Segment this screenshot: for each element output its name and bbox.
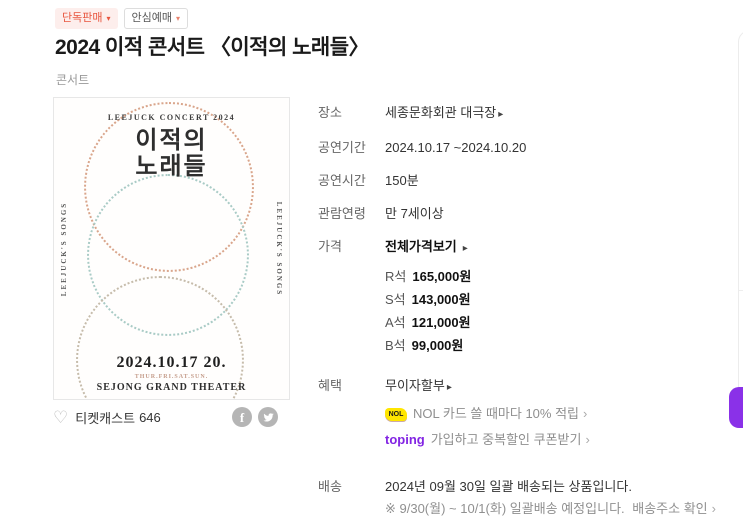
chevron-down-icon: ▾ (106, 13, 111, 23)
price-item: R석 165,000원 (385, 267, 471, 286)
twitter-share-button[interactable] (258, 407, 278, 427)
info-row-price: 가격 전체가격보기 ▸ R석 165,000원 S석 143,000원 A석 121,0… (318, 237, 726, 359)
chevron-right-icon: › (583, 406, 588, 421)
booking-panel-edge (738, 30, 743, 398)
booking-panel-divider (739, 290, 743, 291)
heart-icon[interactable]: ♡ (53, 407, 69, 427)
exclusive-sale-label: 단독판매 (62, 12, 103, 24)
age-label: 관람연령 (318, 206, 366, 221)
seat-grade: R석 (385, 269, 407, 284)
poster-days: THUR.FRI.SAT.SUN. (134, 374, 209, 380)
info-row-age: 관람연령 만 7세이상 (318, 204, 726, 223)
shipping-block: 2024년 09월 30일 일괄 배송되는 상품입니다. ※ 9/30(월) ~… (385, 477, 716, 518)
toping-promo-text: 가입하고 중복할인 쿠폰받기 (430, 432, 582, 447)
twitter-icon (262, 412, 274, 422)
performance-info: 장소 세종문화회관 대극장 ▸ 공연기간 2024.10.17 ~2024.10.… (318, 103, 726, 532)
poster-title-line2: 노래들 (135, 153, 208, 181)
seat-grade: B석 (385, 338, 406, 353)
seat-price: 121,000원 (411, 315, 471, 330)
shipping-line2: ※ 9/30(월) ~ 10/1(화) 일괄배송 예정입니다. 배송주소 확인 › (385, 501, 716, 516)
age-value: 만 7세이상 (385, 206, 444, 221)
price-block: 전체가격보기 ▸ R석 165,000원 S석 143,000원 A석 121,000원… (385, 237, 471, 359)
venue-link[interactable]: 세종문화회관 대극장 ▸ (385, 105, 504, 120)
price-item: S석 143,000원 (385, 290, 471, 309)
runtime-value: 150분 (385, 173, 419, 188)
chevron-down-icon: ▾ (175, 13, 180, 23)
page-title: 2024 이적 콘서트 〈이적의 노래들〉 (55, 36, 370, 59)
toping-logo: toping (385, 432, 425, 447)
poster-date: 2024.10.17 20. (116, 354, 227, 371)
benefit-block: 무이자할부 ▸ NOL NOL 카드 쓸 때마다 10% 적립 › toping … (385, 376, 590, 456)
interest-free-link[interactable]: 무이자할부 ▸ (385, 378, 452, 393)
price-item: A석 121,000원 (385, 313, 471, 332)
safe-booking-label: 안심예매 (131, 12, 172, 24)
poster-side-text-left: LEEJUCK'S SONGS (60, 201, 68, 296)
view-all-prices-link[interactable]: 전체가격보기 ▸ (385, 239, 468, 254)
runtime-label: 공연시간 (318, 173, 366, 188)
nol-promo-text: NOL 카드 쓸 때마다 10% 적립 (413, 406, 580, 421)
shipping-label: 배송 (318, 479, 342, 494)
chevron-right-icon: › (585, 432, 590, 447)
shipping-line1: 2024년 09월 30일 일괄 배송되는 상품입니다. (385, 479, 632, 494)
concert-poster: LEEJUCK CONCERT 2024 이적의 노래들 LEEJUCK'S S… (53, 97, 290, 400)
period-label: 공연기간 (318, 140, 366, 155)
seat-price: 143,000원 (411, 292, 471, 307)
shipping-address-check-link[interactable]: 배송주소 확인 › (632, 501, 716, 516)
nol-promo-link[interactable]: NOL NOL 카드 쓸 때마다 10% 적립 › (385, 404, 590, 424)
poster-side-text-right: LEEJUCK'S SONGS (275, 201, 283, 296)
arrow-right-icon: ▸ (498, 109, 504, 120)
poster-title-line1: 이적의 (135, 127, 208, 154)
poster-venue: SEJONG GRAND THEATER (96, 382, 247, 393)
period-value: 2024.10.17 ~2024.10.20 (385, 140, 527, 155)
ticketcast-count: 646 (139, 409, 161, 425)
price-item: B석 99,000원 (385, 336, 471, 355)
safe-booking-badge[interactable]: 안심예매 ▾ (123, 8, 188, 29)
price-label: 가격 (318, 239, 342, 254)
booking-button-edge[interactable] (729, 387, 743, 428)
seat-price: 99,000원 (411, 338, 464, 353)
category-label: 콘서트 (56, 73, 90, 87)
badge-row: 단독판매 ▾ 안심예매 ▾ (55, 8, 188, 29)
seat-price: 165,000원 (412, 269, 472, 284)
facebook-share-button[interactable]: f (232, 407, 252, 427)
exclusive-sale-badge[interactable]: 단독판매 ▾ (55, 8, 118, 29)
ticketcast-row: ♡ 티켓캐스트 646 f (53, 407, 278, 427)
nol-logo-icon: NOL (385, 407, 407, 421)
arrow-right-icon: ▸ (462, 243, 468, 254)
seat-grade: A석 (385, 315, 406, 330)
arrow-right-icon: ▸ (446, 382, 452, 393)
info-row-period: 공연기간 2024.10.17 ~2024.10.20 (318, 138, 726, 157)
benefit-label: 혜택 (318, 378, 342, 393)
poster-concert-label: LEEJUCK CONCERT 2024 (107, 113, 236, 122)
venue-label: 장소 (318, 105, 342, 120)
chevron-right-icon: › (711, 501, 716, 516)
info-row-benefit: 혜택 무이자할부 ▸ NOL NOL 카드 쓸 때마다 10% 적립 › topi… (318, 376, 726, 456)
info-row-runtime: 공연시간 150분 (318, 171, 726, 190)
poster-title: 이적의 노래들 (54, 127, 289, 181)
ticketcast-label: 티켓캐스트 (75, 410, 136, 426)
facebook-icon: f (239, 409, 245, 425)
info-row-shipping: 배송 2024년 09월 30일 일괄 배송되는 상품입니다. ※ 9/30(월… (318, 477, 726, 518)
info-row-venue: 장소 세종문화회관 대극장 ▸ (318, 103, 726, 124)
toping-promo-link[interactable]: toping 가입하고 중복할인 쿠폰받기 › (385, 430, 590, 450)
seat-grade: S석 (385, 292, 406, 307)
